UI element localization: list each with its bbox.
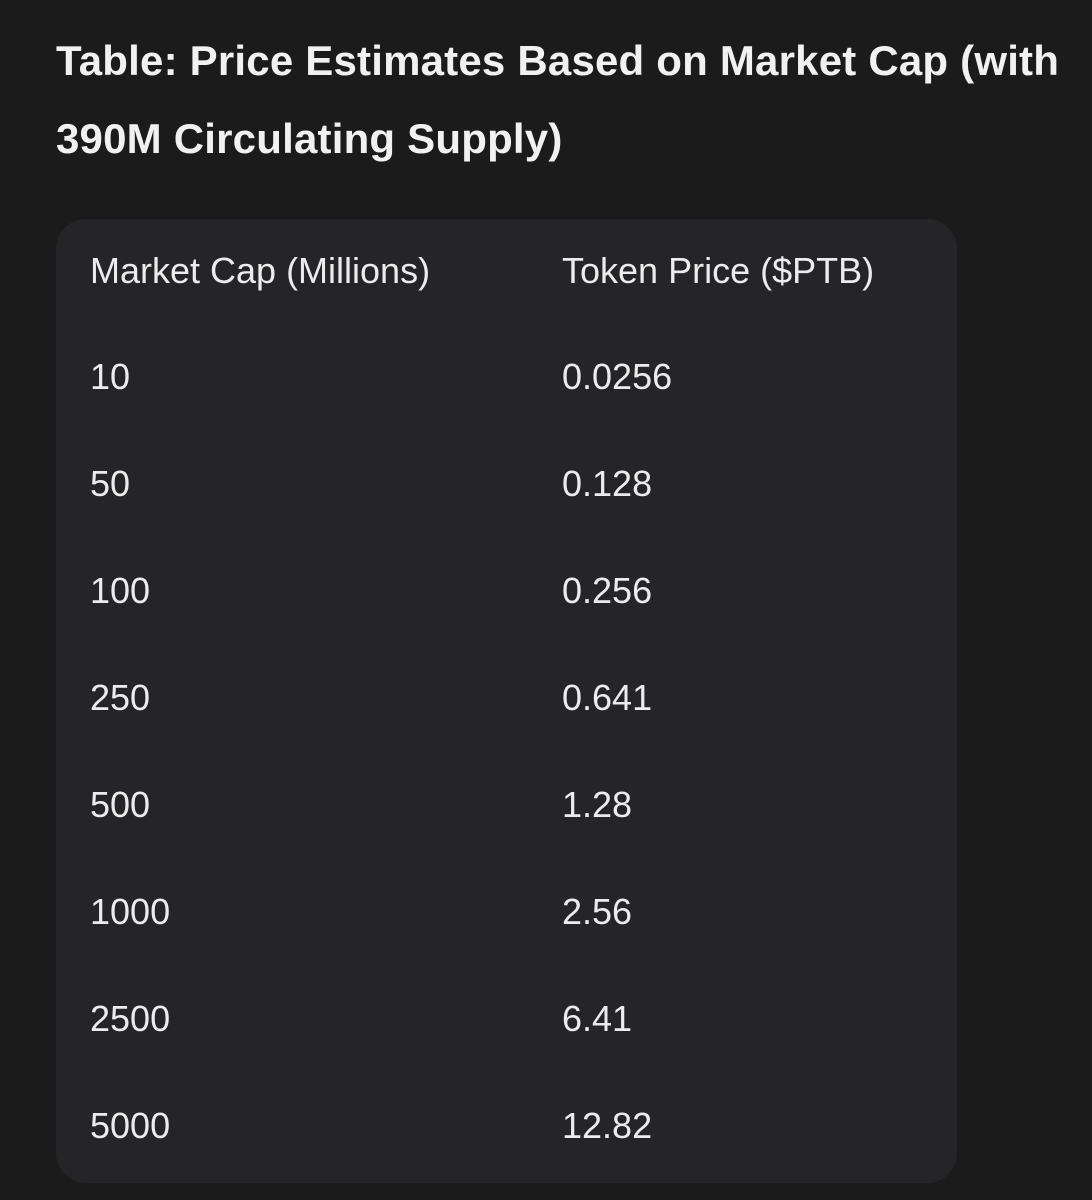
- token-price-cell: 2.56: [562, 890, 633, 932]
- table-row: 10 0.0256: [56, 323, 957, 430]
- table-header: Market Cap (Millions) Token Price ($PTB): [56, 219, 957, 323]
- table-row: 1000 2.56: [56, 858, 957, 965]
- header-market-cap: Market Cap (Millions): [90, 250, 431, 291]
- market-cap-cell: 2500: [90, 997, 171, 1039]
- header-token-price: Token Price ($PTB): [562, 250, 875, 291]
- token-price-cell: 0.128: [562, 462, 653, 504]
- price-estimate-table: Market Cap (Millions) Token Price ($PTB)…: [56, 219, 957, 1179]
- table-row: 2500 6.41: [56, 965, 957, 1072]
- table-row: 100 0.256: [56, 537, 957, 644]
- token-price-cell: 1.28: [562, 783, 633, 825]
- market-cap-cell: 1000: [90, 890, 171, 932]
- table-title: Table: Price Estimates Based on Market C…: [56, 37, 1060, 162]
- table-row: 250 0.641: [56, 644, 957, 751]
- market-cap-cell: 250: [90, 676, 151, 718]
- market-cap-cell: 50: [90, 462, 131, 504]
- market-cap-cell: 10: [90, 355, 131, 397]
- table-row: 50 0.128: [56, 430, 957, 537]
- token-price-cell: 12.82: [562, 1104, 653, 1146]
- table-body: 10 0.0256 50 0.128 100 0.256 250 0.641 5…: [56, 323, 957, 1179]
- token-price-cell: 0.641: [562, 676, 653, 718]
- market-cap-cell: 500: [90, 783, 151, 825]
- header-row: Market Cap (Millions) Token Price ($PTB): [56, 219, 957, 323]
- market-cap-cell: 100: [90, 569, 151, 611]
- table-row: 500 1.28: [56, 751, 957, 858]
- token-price-cell: 0.256: [562, 569, 653, 611]
- price-estimate-table-card: Market Cap (Millions) Token Price ($PTB)…: [56, 219, 957, 1183]
- token-price-cell: 0.0256: [562, 355, 673, 397]
- table-row: 5000 12.82: [56, 1072, 957, 1179]
- token-price-cell: 6.41: [562, 997, 633, 1039]
- market-cap-cell: 5000: [90, 1104, 171, 1146]
